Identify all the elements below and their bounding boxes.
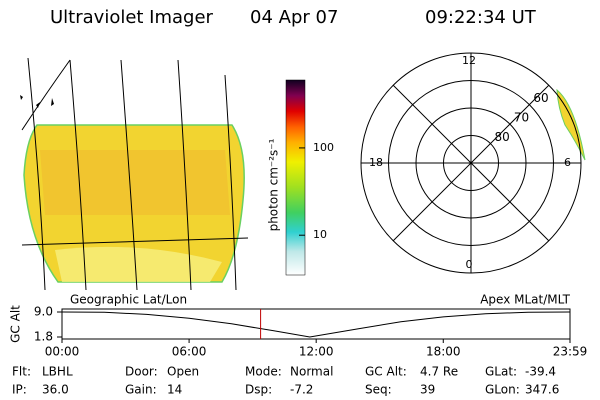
x-tick-label: 12:00 — [299, 345, 334, 359]
left-label: Geographic Lat/Lon — [70, 293, 187, 307]
polar-mlt-label: 12 — [462, 54, 476, 67]
map — [20, 57, 249, 291]
polar-ring-label: 70 — [514, 111, 529, 125]
colorbar-tick-label: 10 — [313, 228, 327, 241]
polar-mlt-label: 6 — [564, 156, 571, 169]
field-value: -7.2 — [290, 383, 313, 397]
y-tick-label: 9.0 — [34, 305, 53, 319]
polar-ring-label: 80 — [494, 130, 509, 144]
field-value: LBHL — [42, 365, 73, 379]
x-tick-label: 06:00 — [172, 345, 207, 359]
field-label: IP: — [12, 383, 27, 397]
field-value: -39.4 — [525, 365, 556, 379]
right-label: Apex MLat/MLT — [480, 293, 570, 307]
field-label: GC Alt: — [365, 365, 407, 379]
polar-mlt-label: 0 — [466, 258, 473, 271]
field-value: 347.6 — [525, 383, 559, 397]
field-value: Open — [167, 365, 199, 379]
field-value: 14 — [167, 383, 182, 397]
field-value: 36.0 — [42, 383, 69, 397]
field-label: Dsp: — [245, 383, 272, 397]
colorbar-label: photon cm⁻²s⁻¹ — [267, 138, 281, 231]
altitude-line — [61, 311, 571, 338]
field-label: GLon: — [485, 383, 520, 397]
polar-mlt-label: 18 — [369, 156, 383, 169]
title: Ultraviolet Imager — [50, 7, 214, 28]
y-label: GC Alt — [9, 305, 23, 343]
colorbar — [285, 79, 306, 276]
field-label: Gain: — [125, 383, 157, 397]
date: 04 Apr 07 — [250, 7, 338, 28]
polar-diagonal — [392, 84, 550, 242]
field-label: GLat: — [485, 365, 517, 379]
y-tick-label: 1.8 — [34, 330, 53, 344]
x-tick-label: 18:00 — [426, 345, 461, 359]
field-value: 39 — [420, 383, 435, 397]
x-tick-label: 23:59 — [553, 345, 588, 359]
field-label: Seq: — [365, 383, 392, 397]
field-label: Door: — [125, 365, 158, 379]
x-tick-label: 00:00 — [45, 345, 80, 359]
field-value: 4.7 Re — [420, 365, 458, 379]
field-label: Mode: — [245, 365, 282, 379]
field-value: Normal — [290, 365, 333, 379]
colorbar-tick-label: 100 — [313, 141, 334, 154]
time: 09:22:34 UT — [425, 7, 537, 28]
polar-ring-label: 60 — [533, 91, 548, 105]
field-label: Flt: — [12, 365, 31, 379]
